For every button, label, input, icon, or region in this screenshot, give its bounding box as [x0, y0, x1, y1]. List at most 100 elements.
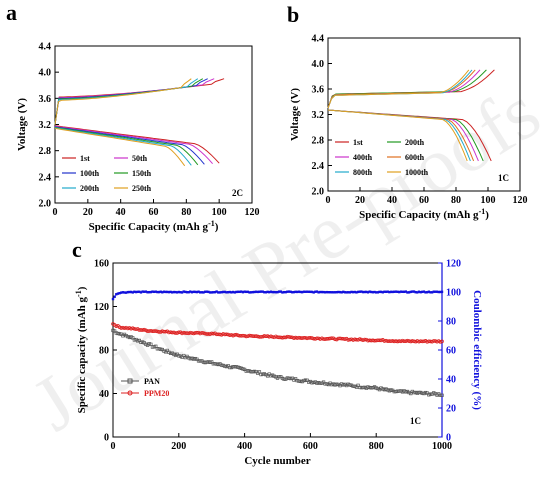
x-tick-label-60: 60 [419, 195, 429, 206]
data-point [358, 290, 361, 293]
y-tick-label-40: 40 [99, 389, 109, 400]
data-point [163, 329, 168, 334]
data-point [152, 290, 156, 294]
data-point [379, 338, 383, 343]
data-point [392, 339, 397, 344]
data-point [259, 290, 263, 293]
data-point [309, 290, 312, 294]
data-point [159, 290, 162, 293]
data-point [367, 338, 372, 343]
data-point [435, 290, 439, 293]
data-point [131, 291, 134, 294]
data-point [249, 333, 253, 338]
data-point [193, 331, 198, 335]
legend-label-PPM20: PPM20 [144, 389, 169, 398]
data-point [252, 334, 257, 338]
data-point [277, 290, 281, 293]
legend-marker-PPM20 [127, 390, 133, 396]
y-tick-label-4.0: 4.0 [312, 59, 325, 70]
data-point [116, 292, 120, 295]
data-point [183, 331, 188, 335]
data-point [182, 290, 185, 293]
y-tick-label-160: 160 [94, 259, 109, 270]
data-point [254, 290, 258, 293]
data-point [122, 326, 127, 330]
data-point [275, 335, 280, 339]
data-point [362, 337, 367, 342]
data-point [238, 290, 241, 294]
data-point [264, 334, 268, 339]
data-point [142, 327, 147, 332]
data-point [153, 329, 158, 333]
y-axis-label-a: Voltage (V) [16, 98, 28, 151]
data-point [386, 290, 389, 293]
data-point [417, 339, 421, 344]
x-tick-label-0: 0 [53, 207, 58, 218]
data-point [154, 290, 157, 293]
data-point [230, 291, 233, 294]
data-point [303, 335, 308, 340]
data-point [197, 290, 200, 293]
x-tick-label-80: 80 [451, 195, 461, 206]
data-point [155, 329, 160, 334]
data-point [239, 334, 244, 338]
x-tick-label-100: 100 [212, 207, 227, 218]
y-tick-label-2.4: 2.4 [312, 161, 325, 172]
data-point [356, 290, 360, 294]
data-point [302, 290, 306, 293]
data-point [180, 291, 184, 294]
data-point [421, 290, 424, 294]
data-point [292, 336, 296, 340]
data-point [404, 290, 408, 293]
data-point [416, 291, 419, 294]
data-point [216, 332, 221, 337]
data-point [201, 331, 206, 335]
data-point [332, 291, 335, 294]
data-point [269, 290, 273, 293]
data-point [207, 290, 210, 294]
data-point [378, 290, 381, 294]
data-point [255, 334, 260, 339]
y2-tick-label-60: 60 [446, 346, 456, 357]
discharge-curve-50th [54, 125, 213, 165]
data-point [297, 290, 301, 293]
data-point [205, 290, 208, 293]
data-point [210, 291, 213, 294]
data-point [406, 291, 409, 294]
data-point [389, 339, 393, 343]
data-point [226, 291, 230, 294]
y-axis-label-c: Specific capacity (mAh g-1) [74, 286, 89, 413]
data-point [195, 290, 199, 294]
data-point [241, 333, 245, 338]
data-point [111, 297, 115, 301]
legend-marker-PAN [127, 378, 133, 384]
legend-label-250th: 250th [132, 184, 152, 193]
data-point [147, 290, 151, 294]
data-point [297, 335, 301, 340]
data-point [160, 329, 165, 333]
data-point [151, 290, 154, 293]
y-tick-label-80: 80 [99, 346, 109, 357]
x-tick-label-800: 800 [369, 441, 384, 452]
data-point [323, 337, 328, 341]
legend-label-600th: 600th [405, 153, 425, 162]
data-point [218, 291, 222, 294]
data-point [300, 290, 304, 294]
y2-tick-label-120: 120 [446, 259, 461, 270]
x-axis-label-a: Specific Capacity (mAh g-1) [89, 219, 219, 234]
data-point [211, 331, 216, 336]
y-tick-label-2.8: 2.8 [312, 136, 325, 147]
discharge-curve-250th [54, 127, 186, 167]
x-tick-label-40: 40 [116, 207, 126, 218]
charge-curve-100th [54, 78, 208, 125]
data-point [202, 291, 205, 294]
data-point [305, 336, 309, 341]
panel-letter-c: c [72, 237, 82, 262]
data-point [156, 290, 159, 294]
data-point [307, 290, 310, 293]
data-point [383, 290, 386, 293]
data-point [393, 290, 396, 293]
data-point [319, 290, 322, 294]
data-point [422, 339, 426, 344]
data-point [371, 338, 375, 343]
